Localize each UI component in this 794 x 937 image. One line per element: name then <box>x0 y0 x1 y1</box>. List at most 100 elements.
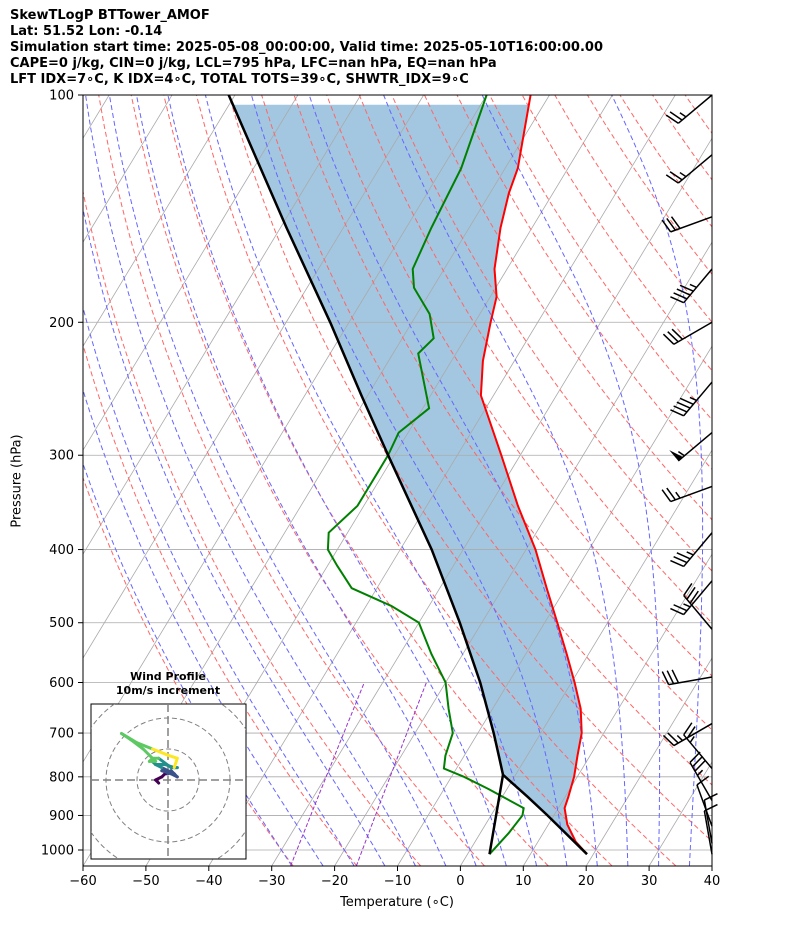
dewpoint-to-lcl-line <box>488 774 505 855</box>
hodograph-title: Wind Profile <box>130 670 206 683</box>
moist-adiabat-line <box>83 206 386 866</box>
dry-adiabat-line <box>684 95 712 135</box>
mixing-ratio-line <box>355 682 427 866</box>
mixing-ratio-line <box>290 682 365 866</box>
isotherm-line <box>775 95 794 866</box>
y-tick-label: 600 <box>49 676 74 691</box>
x-tick-label: −50 <box>132 874 159 889</box>
moist-adiabat-line <box>250 95 568 866</box>
x-tick-label: 0 <box>456 874 464 889</box>
title-line-3: Simulation start time: 2025-05-08_00:00:… <box>10 40 603 55</box>
y-tick-label: 400 <box>49 543 74 558</box>
isotherm-line <box>460 449 712 866</box>
dry-adiabat-line <box>326 95 712 677</box>
x-tick-label: −30 <box>258 874 285 889</box>
dry-adiabat-line <box>391 95 712 572</box>
y-tick-label: 900 <box>49 809 74 824</box>
x-tick-label: 10 <box>515 874 532 889</box>
cape-cin-fill-layer <box>232 104 587 855</box>
x-tick-label: 20 <box>578 874 595 889</box>
y-tick-label: 1000 <box>41 844 74 859</box>
dry-adiabat-line <box>228 95 712 842</box>
y-tick-label: 100 <box>49 89 74 104</box>
dry-adiabat-line <box>163 95 613 866</box>
y-axis-label: Pressure (hPa) <box>9 434 25 528</box>
wind-barb <box>683 583 713 630</box>
dry-adiabat-line <box>358 95 712 624</box>
isotherm-line <box>83 95 424 659</box>
moist-adiabat-line <box>83 305 355 866</box>
dry-adiabat-line <box>98 95 485 866</box>
moist-adiabat-line <box>136 95 477 866</box>
dry-adiabat-line <box>293 95 712 731</box>
hodograph-title-block: Wind Profile 10m/s increment <box>116 670 220 698</box>
dry-adiabat-line <box>750 95 794 866</box>
isotherm-line <box>271 137 712 866</box>
cin-shaded-area <box>232 104 587 855</box>
title-line-5: LFT IDX=7∘C, K IDX=4∘C, TOTAL TOTS=39∘C,… <box>10 72 469 87</box>
wind-barb <box>665 154 713 184</box>
dry-adiabat-line <box>83 189 422 866</box>
y-tick-label: 500 <box>49 616 74 631</box>
hodograph-segment <box>160 766 176 776</box>
wind-barb <box>661 485 713 503</box>
wind-barb <box>661 669 713 686</box>
dewpoint-profile-line <box>326 95 525 855</box>
x-tick-label: 40 <box>704 874 721 889</box>
moist-adiabat-line <box>85 95 416 866</box>
isotherm-line <box>83 95 236 347</box>
hodograph-segment <box>166 753 179 760</box>
wind-barb <box>670 268 713 304</box>
isotherm-line <box>208 95 676 866</box>
wind-barb <box>661 216 713 233</box>
dry-adiabat-line <box>130 95 549 866</box>
temperature-profile-line <box>479 95 588 855</box>
profile-lines-layer <box>227 95 588 856</box>
x-tick-label: −10 <box>384 874 411 889</box>
dry-adiabat-line <box>586 95 712 276</box>
y-tick-label: 300 <box>49 449 74 464</box>
isotherm-line <box>522 553 712 866</box>
hodograph-segment <box>135 741 154 751</box>
wind-barb <box>662 722 713 747</box>
hodograph-segment <box>160 769 173 776</box>
chart-title-block: SkewTLogP BTTower_AMOF Lat: 51.52 Lon: -… <box>10 8 603 88</box>
dry-adiabat-line <box>652 95 712 181</box>
moist-adiabat-line <box>720 95 762 866</box>
title-line-1: SkewTLogP BTTower_AMOF <box>10 8 210 23</box>
hodograph-segment <box>157 756 173 770</box>
parcel-profile-line <box>227 95 588 856</box>
wind-barb <box>665 94 713 124</box>
wind-barb <box>703 803 718 855</box>
hodograph-segment <box>120 732 139 745</box>
isotherm-line <box>711 865 712 866</box>
moist-adiabat-line <box>108 95 447 866</box>
axis-ticks-layer: −60 −50 −40 −30 −20 −10 0 10 20 30 40 100 200 300 400 5… <box>41 89 720 890</box>
dry-adiabat-line <box>718 95 794 866</box>
dry-adiabat-line <box>83 343 358 866</box>
moist-adiabat-line <box>204 95 538 866</box>
wind-barb <box>703 793 718 844</box>
isotherm-line <box>83 95 173 243</box>
y-tick-label: 800 <box>49 770 74 785</box>
dry-adiabat-line <box>554 95 712 323</box>
title-line-2: Lat: 51.52 Lon: -0.14 <box>10 24 163 39</box>
moist-adiabat-line <box>383 95 629 866</box>
wind-barb <box>670 580 713 616</box>
wind-barb <box>670 532 713 568</box>
x-tick-label: 30 <box>641 874 658 889</box>
x-axis-label: Temperature (∘C) <box>340 895 454 910</box>
moist-adiabat-line <box>611 95 704 866</box>
title-line-4: CAPE=0 j/kg, CIN=0 j/kg, LCL=795 hPa, LF… <box>10 56 497 71</box>
x-tick-label: −60 <box>69 874 96 889</box>
dry-adiabat-line <box>83 476 294 866</box>
wind-barb <box>662 321 713 345</box>
wind-barb <box>670 381 713 417</box>
wind-barbs-layer <box>661 94 718 855</box>
x-tick-label: −20 <box>321 874 348 889</box>
y-tick-label: 700 <box>49 727 74 742</box>
isotherm-line <box>648 761 712 866</box>
wind-barb <box>669 432 713 462</box>
hodograph-subtitle: 10m/s increment <box>115 684 221 697</box>
hodograph-inset <box>90 703 247 860</box>
